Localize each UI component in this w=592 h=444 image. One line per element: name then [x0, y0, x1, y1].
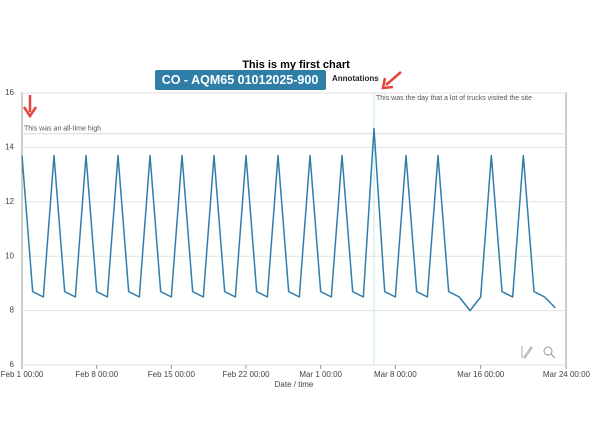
x-tick-label: Mar 1 00:00: [299, 370, 342, 379]
arrow: [381, 71, 402, 90]
x-tick-label: Feb 1 00:00: [1, 370, 44, 379]
chart-title: This is my first chart: [242, 59, 350, 71]
annotation-label: This was the day that a lot of trucks vi…: [376, 95, 532, 102]
y-tick-label: 8: [10, 306, 15, 315]
series-dropdown-label[interactable]: CO - AQM65 01012025-900: [162, 73, 319, 87]
y-tick-label: 14: [5, 143, 14, 152]
x-axis-title: Date / time: [275, 380, 314, 389]
y-tick-label: 6: [10, 360, 15, 369]
y-tick-label: 10: [5, 251, 14, 260]
zoom-icon[interactable]: [543, 346, 556, 359]
arrow: [22, 95, 38, 119]
x-tick-label: Feb 15 00:00: [148, 370, 196, 379]
y-tick-label: 16: [5, 88, 14, 97]
edit-icon[interactable]: [521, 346, 533, 359]
x-tick-label: Feb 8 00:00: [75, 370, 118, 379]
x-tick-label: Feb 22 00:00: [222, 370, 270, 379]
annotation-label: This was an all-time high: [24, 126, 101, 133]
x-tick-label: Mar 8 00:00: [374, 370, 417, 379]
series-dropdown[interactable]: [155, 70, 326, 90]
x-tick-label: Mar 16 00:00: [457, 370, 505, 379]
x-tick-label: Mar 24 00:00: [543, 370, 591, 379]
data-line: [21, 127, 556, 312]
y-tick-label: 12: [5, 197, 14, 206]
annotations-toggle[interactable]: Annotations: [332, 74, 379, 83]
